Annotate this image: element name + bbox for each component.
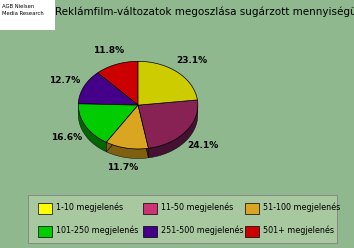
Text: 51-100 megjelenés: 51-100 megjelenés [263,202,340,212]
Polygon shape [106,105,138,152]
Bar [143,203,157,214]
Bar [0,0,55,30]
Bar [245,226,259,237]
Polygon shape [98,61,138,105]
Text: 16.6%: 16.6% [51,133,82,142]
Bar [38,226,52,237]
Polygon shape [138,105,149,158]
Polygon shape [78,104,138,142]
Polygon shape [106,142,149,158]
Text: 1-10 megjelenés: 1-10 megjelenés [56,202,123,212]
Text: 251-500 megjelenés: 251-500 megjelenés [161,225,244,235]
Polygon shape [106,105,138,152]
Polygon shape [138,100,198,148]
Polygon shape [78,105,106,152]
Bar [245,203,259,214]
Text: 501+ megjelenés: 501+ megjelenés [263,225,334,235]
Bar [38,203,52,214]
Bar [143,226,157,237]
Polygon shape [138,61,198,105]
Text: AGB Nielsen: AGB Nielsen [2,4,34,9]
Text: 12.7%: 12.7% [49,76,80,85]
Text: 11-50 megjelenés: 11-50 megjelenés [161,202,233,212]
Polygon shape [78,73,138,105]
Text: 11.8%: 11.8% [93,46,124,55]
Polygon shape [138,105,149,158]
Text: Reklámfilm-változatok megoszlása sugárzott mennyiségük alapján: Reklámfilm-változatok megoszlása sugárzo… [55,6,354,17]
Polygon shape [149,106,198,158]
Text: Media Research: Media Research [2,11,44,16]
Text: 11.7%: 11.7% [107,163,138,172]
Text: 23.1%: 23.1% [176,56,207,65]
Polygon shape [106,105,149,149]
Text: 101-250 megjelenés: 101-250 megjelenés [56,225,138,235]
Text: 24.1%: 24.1% [187,141,218,150]
